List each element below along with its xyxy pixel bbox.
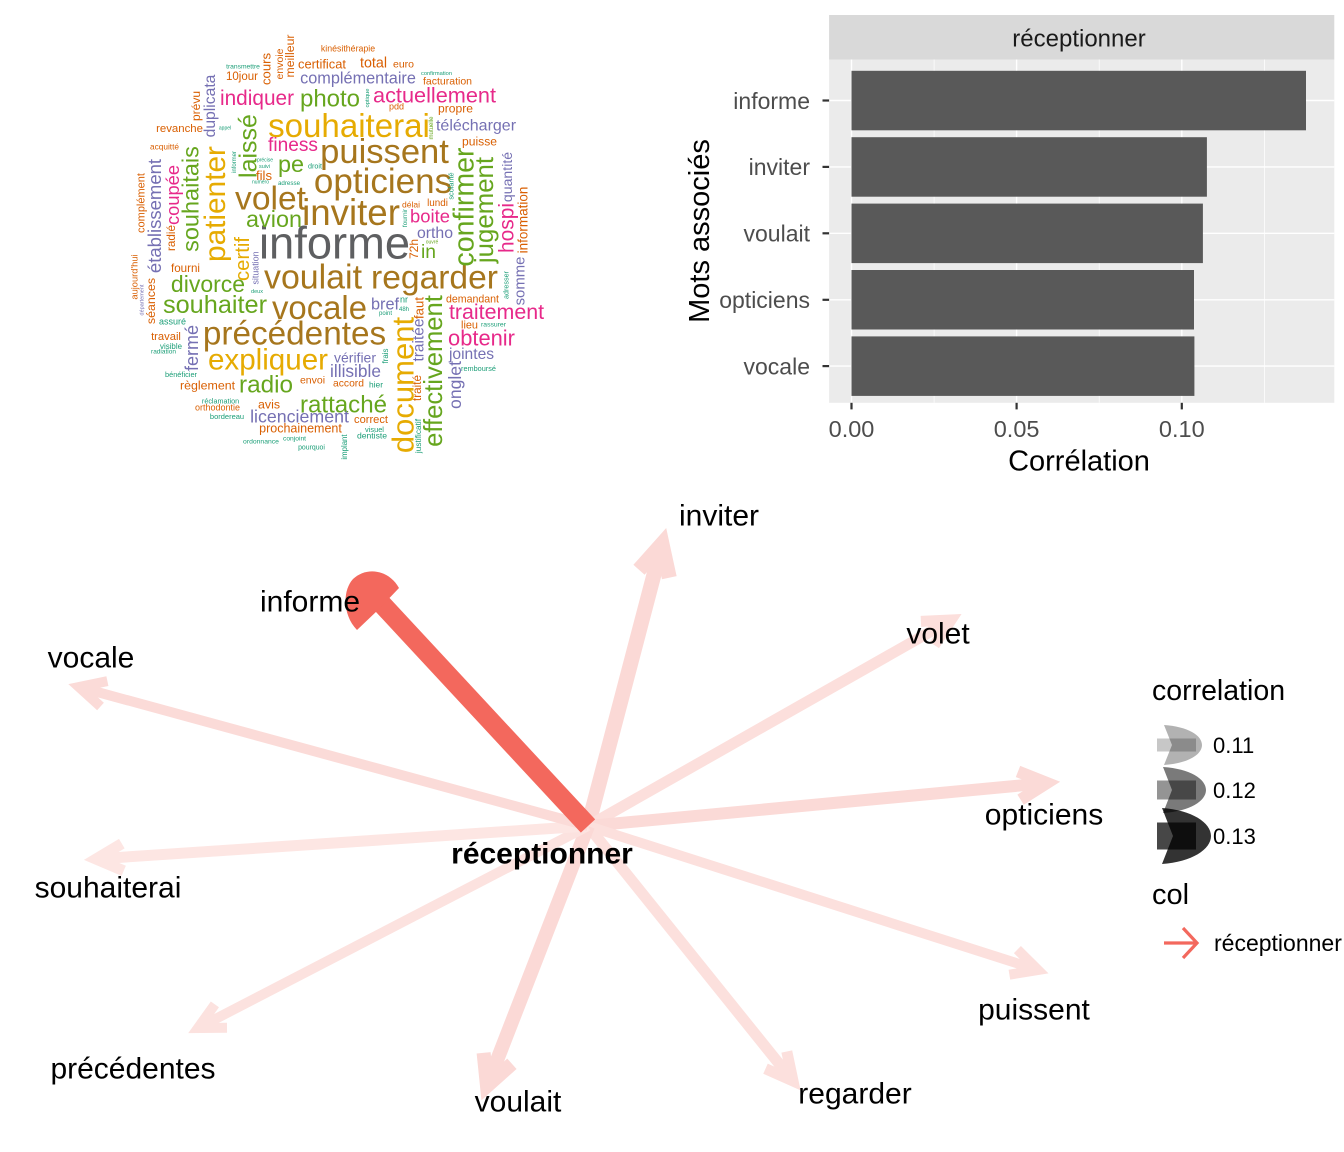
svg-text:0.00: 0.00: [829, 416, 875, 442]
svg-text:informe: informe: [260, 586, 360, 619]
svg-text:réceptionner: réceptionner: [1214, 930, 1342, 956]
svg-text:souhaiterai: souhaiterai: [35, 872, 182, 905]
svg-text:0.13: 0.13: [1213, 824, 1256, 849]
svg-text:0.05: 0.05: [994, 416, 1040, 442]
svg-text:col: col: [1152, 879, 1189, 911]
svg-text:vocale: vocale: [744, 353, 810, 379]
svg-text:inviter: inviter: [749, 154, 811, 180]
svg-text:réceptionner: réceptionner: [451, 838, 633, 871]
svg-text:puissent: puissent: [978, 994, 1090, 1027]
svg-text:Mots associés: Mots associés: [684, 139, 716, 323]
svg-text:0.10: 0.10: [1159, 416, 1205, 442]
svg-text:voulait: voulait: [744, 221, 811, 247]
svg-text:vocale: vocale: [48, 642, 135, 675]
svg-text:réceptionner: réceptionner: [1012, 26, 1145, 53]
svg-text:correlation: correlation: [1152, 675, 1285, 707]
svg-text:opticiens: opticiens: [985, 799, 1103, 832]
svg-text:inviter: inviter: [679, 500, 759, 533]
svg-text:regarder: regarder: [798, 1078, 911, 1111]
svg-text:Corrélation: Corrélation: [1008, 446, 1150, 478]
svg-text:volet: volet: [906, 618, 970, 651]
svg-text:précédentes: précédentes: [50, 1053, 215, 1086]
svg-text:0.11: 0.11: [1213, 733, 1254, 758]
svg-text:informe: informe: [733, 88, 810, 114]
svg-text:opticiens: opticiens: [719, 287, 810, 313]
svg-text:voulait: voulait: [475, 1086, 562, 1119]
svg-text:0.12: 0.12: [1213, 778, 1256, 803]
